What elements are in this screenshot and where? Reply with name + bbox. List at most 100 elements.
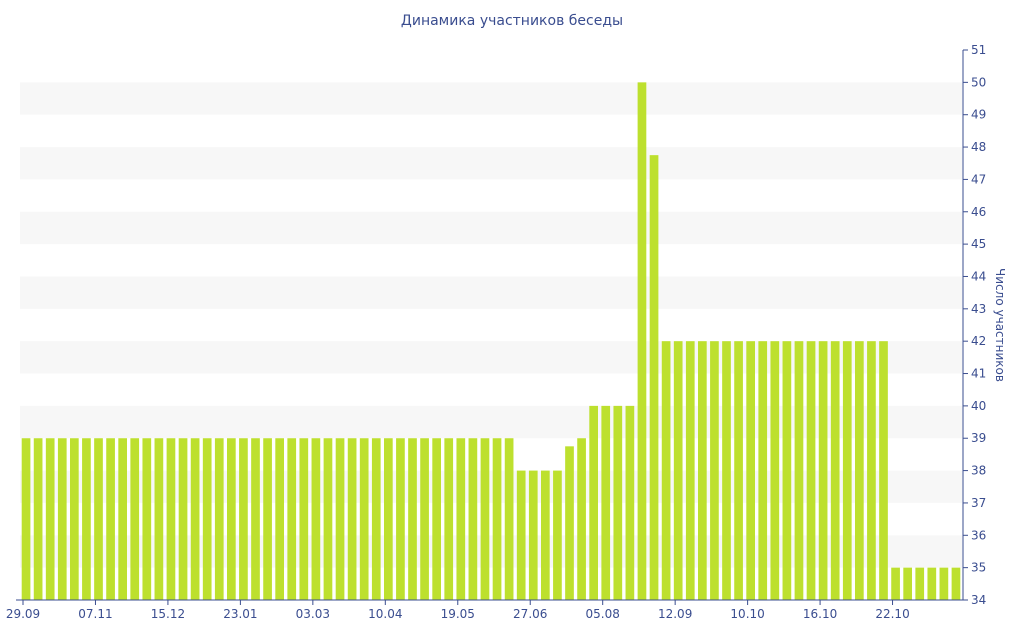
bar[interactable] — [299, 438, 309, 600]
bar[interactable] — [951, 567, 961, 600]
grid-band — [20, 535, 962, 568]
bar[interactable] — [540, 470, 550, 600]
bar[interactable] — [553, 470, 562, 600]
bar[interactable] — [239, 438, 248, 600]
x-tick-label: 05.08 — [586, 607, 620, 621]
y-tick-label: 35 — [971, 561, 986, 575]
bar[interactable] — [661, 341, 671, 600]
bar[interactable] — [226, 438, 236, 600]
bar[interactable] — [625, 405, 635, 600]
bar[interactable] — [335, 438, 345, 600]
bar[interactable] — [69, 438, 79, 600]
bar[interactable] — [782, 341, 792, 600]
bar[interactable] — [927, 567, 937, 600]
bar[interactable] — [166, 438, 176, 600]
bar[interactable] — [202, 438, 212, 600]
y-axis-title: Число участников — [993, 268, 1007, 382]
bar[interactable] — [480, 438, 490, 600]
bar[interactable] — [685, 341, 695, 600]
bar[interactable] — [214, 438, 224, 600]
bar[interactable] — [432, 438, 442, 600]
x-tick-label: 07.11 — [78, 607, 112, 621]
bar[interactable] — [468, 438, 478, 600]
bar[interactable] — [444, 438, 454, 600]
bar[interactable] — [33, 438, 43, 600]
bar[interactable] — [504, 438, 514, 600]
bar[interactable] — [601, 405, 611, 600]
bar[interactable] — [311, 438, 321, 600]
bar[interactable] — [903, 567, 913, 600]
bar[interactable] — [842, 341, 852, 600]
bar[interactable] — [251, 438, 260, 600]
bar[interactable] — [275, 438, 285, 600]
bar[interactable] — [806, 341, 816, 600]
bar[interactable] — [734, 341, 743, 600]
bar[interactable] — [383, 438, 393, 600]
bar[interactable] — [347, 438, 357, 600]
bar[interactable] — [516, 470, 526, 600]
bar[interactable] — [794, 341, 804, 600]
x-tick-label: 27.06 — [513, 607, 547, 621]
bar[interactable] — [891, 567, 900, 600]
bar[interactable] — [178, 438, 188, 600]
bar[interactable] — [106, 438, 115, 600]
grid-bands — [20, 82, 962, 568]
x-tick-label: 16.10 — [803, 607, 837, 621]
bar[interactable] — [649, 155, 659, 600]
bar[interactable] — [879, 341, 888, 600]
bar[interactable] — [21, 438, 31, 600]
bar[interactable] — [673, 341, 683, 600]
y-tick-label: 51 — [971, 43, 986, 57]
x-tick-label: 22.10 — [875, 607, 909, 621]
bar[interactable] — [854, 341, 864, 600]
bar[interactable] — [722, 341, 731, 600]
bar[interactable] — [45, 438, 55, 600]
bar[interactable] — [57, 438, 67, 600]
y-axis: 34 35 36 37 38 39 40 41 42 43 44 45 46 47 48 49 50 51 — [962, 43, 986, 607]
bar[interactable] — [130, 438, 140, 600]
bar[interactable] — [697, 341, 707, 600]
grid-band — [20, 147, 962, 180]
bar[interactable] — [154, 438, 164, 600]
x-tick-label: 15.12 — [151, 607, 185, 621]
bar[interactable] — [396, 438, 405, 600]
bar[interactable] — [758, 341, 768, 600]
bar[interactable] — [492, 438, 502, 600]
grid-band — [20, 470, 962, 503]
bar[interactable] — [867, 341, 876, 600]
bar[interactable] — [408, 438, 417, 600]
bar[interactable] — [589, 405, 599, 600]
bar[interactable] — [323, 438, 333, 600]
bar[interactable] — [637, 82, 647, 600]
y-tick-label: 50 — [971, 75, 986, 89]
y-tick-label: 43 — [971, 302, 986, 316]
bar[interactable] — [939, 567, 949, 600]
y-tick-label: 48 — [971, 140, 986, 154]
chart-title: Динамика участников беседы — [400, 13, 624, 29]
bar[interactable] — [420, 438, 429, 600]
x-tick-label: 10.10 — [730, 607, 764, 621]
bar[interactable] — [770, 341, 780, 600]
bar[interactable] — [263, 438, 272, 600]
y-tick-label: 34 — [971, 593, 986, 607]
bar[interactable] — [142, 438, 152, 600]
bar[interactable] — [118, 438, 128, 600]
bar[interactable] — [565, 446, 574, 600]
bar[interactable] — [830, 341, 840, 600]
bar[interactable] — [528, 470, 538, 600]
bar[interactable] — [746, 341, 756, 600]
bar[interactable] — [82, 438, 91, 600]
bar[interactable] — [359, 438, 369, 600]
x-tick-label: 10.04 — [368, 607, 402, 621]
bar[interactable] — [190, 438, 200, 600]
bar[interactable] — [818, 341, 828, 600]
bar[interactable] — [915, 567, 925, 600]
bar[interactable] — [710, 341, 719, 600]
bar[interactable] — [371, 438, 381, 600]
bar[interactable] — [613, 405, 623, 600]
bar[interactable] — [577, 438, 586, 600]
bar[interactable] — [287, 438, 297, 600]
bar[interactable] — [456, 438, 466, 600]
bar[interactable] — [94, 438, 103, 600]
